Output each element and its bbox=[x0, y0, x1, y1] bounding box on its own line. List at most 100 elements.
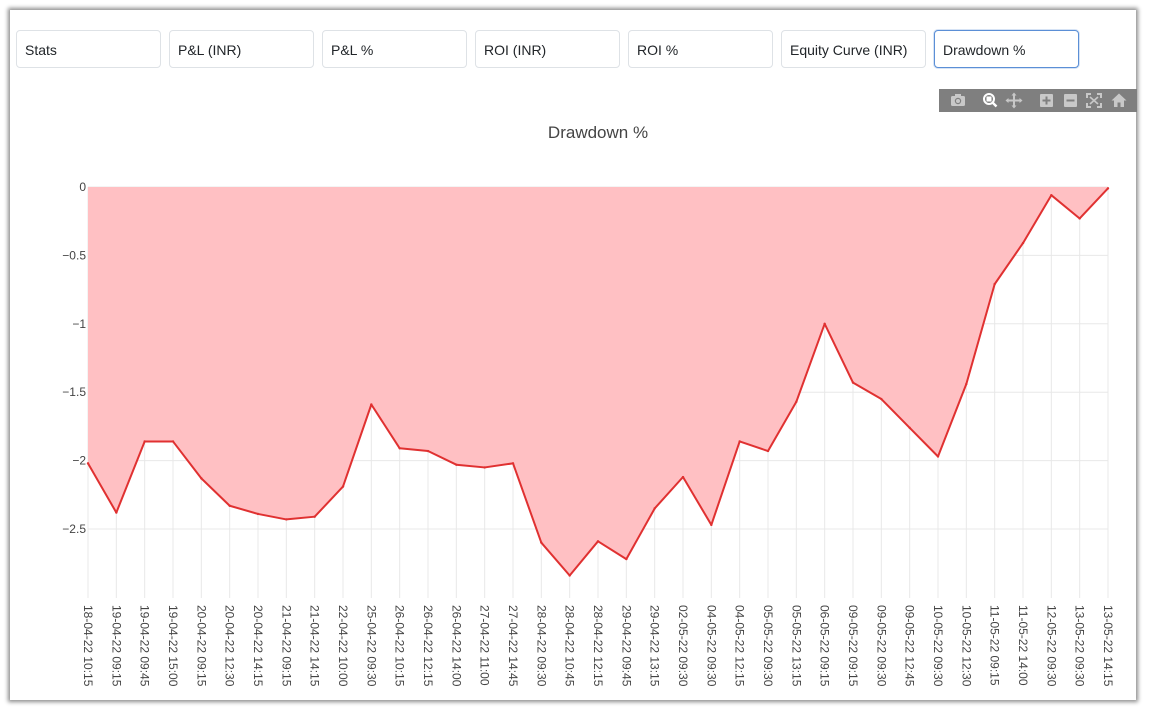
x-tick-label: 04-05-22 09:30 bbox=[704, 605, 718, 687]
tab-equity-curve[interactable]: Equity Curve (INR) bbox=[781, 30, 926, 68]
data-point bbox=[115, 511, 118, 514]
x-tick-label: 26-04-22 14:00 bbox=[449, 605, 463, 687]
data-point bbox=[86, 462, 90, 465]
x-tick-label: 26-04-22 10:15 bbox=[393, 605, 407, 687]
data-point bbox=[710, 523, 713, 527]
x-tick-label: 26-04-22 12:15 bbox=[421, 605, 435, 687]
data-point bbox=[171, 440, 175, 443]
x-tick-label: 28-04-22 09:30 bbox=[534, 605, 548, 687]
data-point bbox=[455, 463, 458, 466]
data-point bbox=[1106, 187, 1110, 190]
data-point bbox=[313, 515, 316, 518]
data-point bbox=[511, 462, 515, 465]
zoom-icon[interactable] bbox=[981, 92, 999, 109]
x-tick-label: 29-04-22 13:15 bbox=[648, 605, 662, 687]
y-tick-label: −2.5 bbox=[62, 522, 86, 536]
chart-title: Drawdown % bbox=[548, 123, 648, 142]
x-tick-label: 18-04-22 10:15 bbox=[81, 605, 95, 687]
data-point bbox=[795, 400, 798, 403]
data-point bbox=[766, 449, 770, 453]
x-tick-label: 20-04-22 09:15 bbox=[194, 605, 208, 687]
data-point bbox=[398, 447, 401, 450]
data-point bbox=[341, 485, 345, 488]
x-tick-label: 11-05-22 14:00 bbox=[1016, 605, 1030, 686]
data-point bbox=[880, 397, 883, 401]
y-tick-label: −0.5 bbox=[62, 248, 86, 262]
data-point bbox=[596, 540, 600, 543]
x-tick-label: 02-05-22 09:30 bbox=[676, 605, 690, 687]
x-tick-label: 09-05-22 09:15 bbox=[846, 605, 860, 687]
chart-card: Stats P&L (INR) P&L % ROI (INR) ROI % Eq… bbox=[10, 10, 1137, 700]
x-tick-label: 05-05-22 09:30 bbox=[761, 605, 775, 687]
zoom-in-icon[interactable] bbox=[1037, 92, 1055, 109]
x-tick-label: 21-04-22 14:15 bbox=[308, 605, 322, 687]
x-tick-label: 19-04-22 09:45 bbox=[138, 605, 152, 687]
data-point bbox=[483, 466, 486, 469]
data-point bbox=[823, 322, 826, 325]
data-point bbox=[426, 449, 430, 453]
data-point bbox=[625, 557, 628, 561]
x-tick-label: 13-05-22 14:15 bbox=[1101, 605, 1115, 687]
data-point bbox=[1050, 194, 1053, 197]
camera-icon[interactable] bbox=[949, 92, 967, 109]
x-tick-label: 04-05-22 12:15 bbox=[733, 605, 747, 687]
x-tick-label: 22-04-22 10:00 bbox=[336, 605, 350, 687]
zoom-out-icon[interactable] bbox=[1061, 92, 1079, 109]
drawdown-chart: 0 −0.5 −1 −1.5 −2 −2.5 18-04-22 10:15 19-04-22 … bbox=[62, 123, 1115, 687]
data-point bbox=[1078, 217, 1081, 220]
x-tick-label: 25-04-22 09:30 bbox=[364, 605, 378, 687]
x-tick-label: 28-04-22 12:15 bbox=[591, 605, 605, 687]
y-tick-label: −1 bbox=[72, 317, 86, 331]
x-tick-label: 12-05-22 09:30 bbox=[1044, 605, 1058, 687]
data-point bbox=[568, 574, 571, 577]
x-tick-label: 10-05-22 09:30 bbox=[931, 605, 945, 687]
data-point bbox=[993, 282, 996, 286]
data-point bbox=[908, 426, 911, 429]
chart-modebar bbox=[939, 89, 1137, 112]
x-tick-label: 19-04-22 15:00 bbox=[166, 605, 180, 687]
x-tick-label: 27-04-22 11:00 bbox=[478, 605, 492, 686]
data-point bbox=[851, 381, 855, 384]
x-tick-label: 29-04-22 09:45 bbox=[619, 605, 633, 687]
tab-drawdown-percent[interactable]: Drawdown % bbox=[934, 30, 1079, 68]
y-tick-label: 0 bbox=[79, 180, 86, 194]
tab-roi-inr[interactable]: ROI (INR) bbox=[475, 30, 620, 68]
data-point bbox=[540, 541, 543, 544]
x-tick-label: 20-04-22 14:15 bbox=[251, 605, 265, 687]
x-tick-label: 27-04-22 14:45 bbox=[506, 605, 520, 687]
data-point bbox=[681, 475, 685, 479]
y-tick-label: −2 bbox=[72, 454, 86, 468]
data-point bbox=[285, 518, 288, 521]
data-point bbox=[738, 440, 741, 443]
data-point bbox=[370, 403, 373, 406]
x-tick-label: 20-04-22 12:30 bbox=[223, 605, 237, 687]
x-tick-label: 21-04-22 09:15 bbox=[279, 605, 293, 687]
tab-roi-percent[interactable]: ROI % bbox=[628, 30, 773, 68]
data-point bbox=[200, 477, 203, 480]
pan-icon[interactable] bbox=[1005, 92, 1023, 109]
x-tick-label: 06-05-22 09:15 bbox=[818, 605, 832, 687]
tab-pnl-percent[interactable]: P&L % bbox=[322, 30, 467, 68]
data-point bbox=[228, 504, 231, 507]
x-tick-label: 09-05-22 09:30 bbox=[874, 605, 888, 687]
tab-stats[interactable]: Stats bbox=[16, 30, 161, 68]
data-point bbox=[653, 507, 656, 510]
x-tick-label: 05-05-22 13:15 bbox=[789, 605, 803, 687]
x-tick-label: 09-05-22 12:45 bbox=[903, 605, 917, 687]
y-tick-label: −1.5 bbox=[62, 385, 86, 399]
data-point bbox=[936, 455, 940, 458]
data-point bbox=[143, 440, 146, 443]
data-point bbox=[965, 382, 968, 386]
drawdown-area bbox=[88, 187, 1108, 576]
x-tick-label: 19-04-22 09:15 bbox=[109, 605, 123, 687]
autoscale-icon[interactable] bbox=[1085, 92, 1103, 109]
x-tick-label: 13-05-22 09:30 bbox=[1073, 605, 1087, 687]
tab-pnl-inr[interactable]: P&L (INR) bbox=[169, 30, 314, 68]
tab-bar: Stats P&L (INR) P&L % ROI (INR) ROI % Eq… bbox=[16, 30, 1136, 70]
data-point bbox=[256, 512, 260, 516]
data-point bbox=[1021, 241, 1025, 245]
home-icon[interactable] bbox=[1110, 92, 1128, 109]
x-tick-label: 10-05-22 12:30 bbox=[959, 605, 973, 687]
x-tick-label: 28-04-22 10:45 bbox=[563, 605, 577, 687]
x-tick-label: 11-05-22 09:15 bbox=[988, 605, 1002, 686]
